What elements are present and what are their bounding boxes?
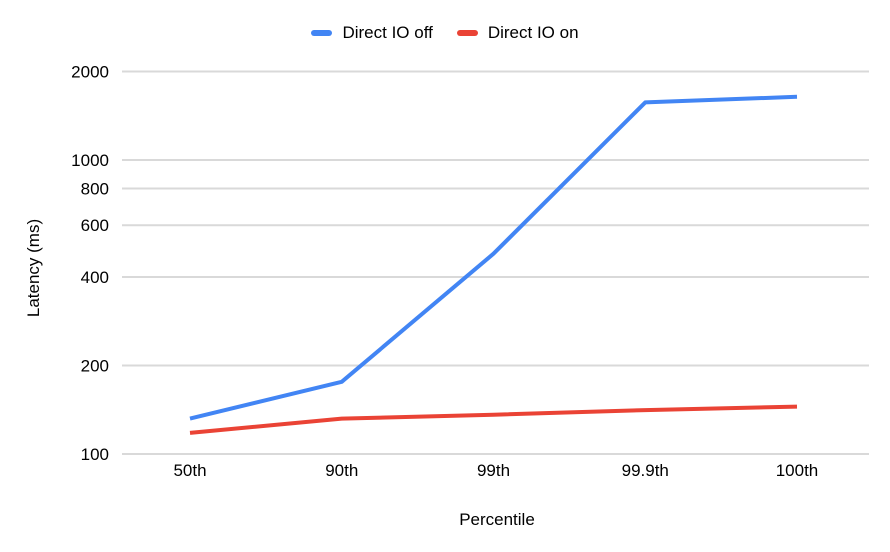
legend-swatch-direct-io-off — [311, 30, 333, 36]
x-tick-label: 90th — [325, 461, 358, 480]
y-tick-label: 1000 — [71, 151, 109, 170]
x-tick-label: 50th — [173, 461, 206, 480]
y-tick-label: 400 — [81, 268, 109, 287]
y-tick-label: 800 — [81, 179, 109, 198]
x-tick-label: 99.9th — [622, 461, 669, 480]
legend-item-direct-io-off: Direct IO off — [311, 23, 433, 43]
legend-label-direct-io-on: Direct IO on — [487, 23, 579, 42]
legend-item-direct-io-on: Direct IO on — [456, 23, 579, 43]
x-axis-title: Percentile — [459, 510, 535, 529]
y-tick-label: 100 — [81, 445, 109, 464]
legend-swatch-direct-io-on — [456, 30, 478, 36]
legend-label-direct-io-off: Direct IO off — [342, 23, 433, 42]
y-tick-label: 600 — [81, 216, 109, 235]
y-tick-label: 200 — [81, 356, 109, 375]
x-tick-label: 100th — [776, 461, 819, 480]
y-tick-label: 2000 — [71, 62, 109, 81]
x-tick-label: 99th — [477, 461, 510, 480]
series-line-direct-io-off — [189, 94, 798, 421]
series-line-direct-io-on — [189, 404, 798, 435]
chart-legend: Direct IO off Direct IO on — [0, 23, 890, 43]
y-axis-title: Latency (ms) — [24, 218, 43, 318]
